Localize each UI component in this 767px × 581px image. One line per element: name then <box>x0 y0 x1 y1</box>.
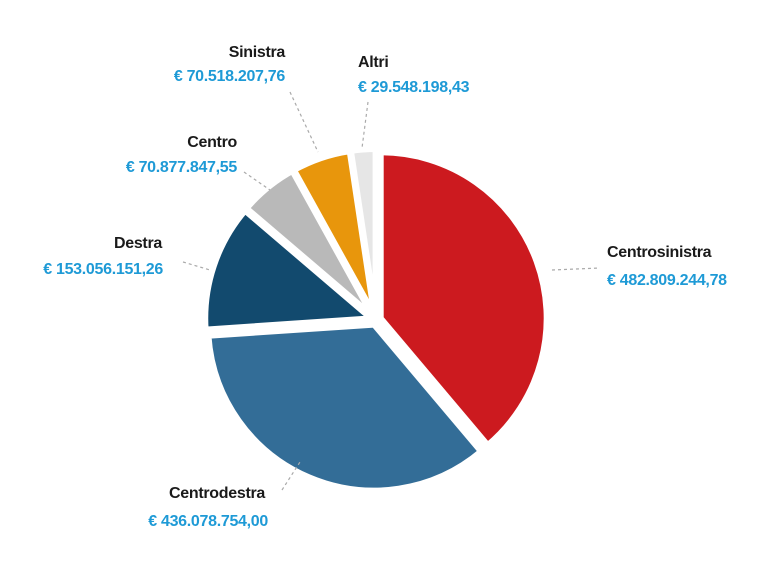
value-label: € 482.809.244,78 <box>607 272 727 289</box>
pie-slice <box>347 146 379 316</box>
leader-line <box>551 267 601 271</box>
pie <box>202 146 550 494</box>
leader-line <box>182 261 211 271</box>
leader-line <box>289 91 319 153</box>
slice-label: Centrodestra <box>169 485 265 502</box>
pie-slice <box>205 321 486 494</box>
leader-line <box>361 101 369 149</box>
slice-label: Altri <box>358 54 389 71</box>
value-label: € 29.548.198,43 <box>358 79 470 96</box>
slice-label: Sinistra <box>229 44 286 61</box>
pie-slice <box>202 206 379 333</box>
labels: Centrosinistra € 482.809.244,78 Centrodest… <box>43 44 727 530</box>
value-label: € 436.078.754,00 <box>148 513 268 530</box>
slice-label: Centro <box>187 134 237 151</box>
pie-slice <box>377 149 550 450</box>
value-label: € 70.877.847,55 <box>126 159 238 176</box>
value-label: € 153.056.151,26 <box>43 261 163 278</box>
slice-label: Centrosinistra <box>607 244 712 261</box>
value-label: € 70.518.207,76 <box>174 68 286 85</box>
leader-line <box>243 171 271 191</box>
slice-label: Destra <box>114 235 162 252</box>
